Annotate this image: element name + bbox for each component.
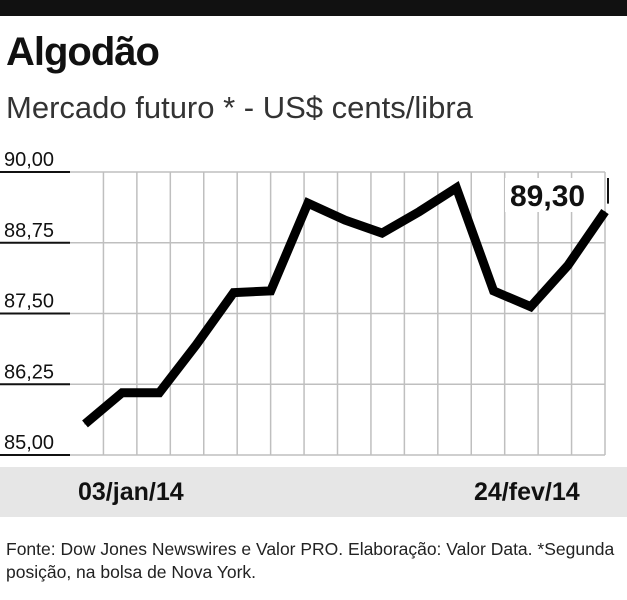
data-point bbox=[84, 423, 86, 425]
chart-subtitle: Mercado futuro * - US$ cents/libra bbox=[6, 90, 473, 125]
y-tick-label: 87,50 bbox=[4, 291, 54, 313]
data-point bbox=[381, 232, 383, 234]
data-point bbox=[344, 219, 346, 221]
chart-title: Algodão bbox=[6, 30, 160, 74]
source-note: Fonte: Dow Jones Newswires e Valor PRO. … bbox=[6, 539, 615, 582]
x-tick-label-start: 03/jan/14 bbox=[78, 478, 184, 506]
data-point bbox=[233, 292, 235, 294]
data-point bbox=[418, 211, 420, 213]
y-tick-label: 85,00 bbox=[4, 432, 54, 454]
data-point bbox=[195, 344, 197, 346]
y-tick-label: 88,75 bbox=[4, 220, 54, 242]
series bbox=[82, 180, 609, 428]
data-point bbox=[307, 202, 309, 204]
annotation-background bbox=[505, 178, 597, 212]
data-point bbox=[567, 264, 569, 266]
top-rule bbox=[0, 0, 627, 16]
data-point bbox=[604, 211, 606, 213]
x-axis-band bbox=[0, 467, 627, 517]
x-tick-label-end: 24/fev/14 bbox=[474, 478, 580, 506]
series-line bbox=[82, 180, 609, 428]
data-point bbox=[455, 187, 457, 189]
y-tick-label: 86,25 bbox=[4, 361, 54, 383]
line-chart: 85,00 86,25 87,50 88,75 90,00 89,30 bbox=[0, 150, 609, 456]
data-point bbox=[493, 290, 495, 292]
annotation-label: 89,30 bbox=[510, 180, 585, 213]
y-tick-label: 90,00 bbox=[4, 150, 54, 171]
data-point bbox=[121, 392, 123, 394]
y-axis-ticks: 85,00 86,25 87,50 88,75 90,00 bbox=[4, 150, 54, 454]
annotation-group: 89,30 bbox=[505, 178, 609, 213]
data-point bbox=[270, 290, 272, 292]
data-point bbox=[158, 392, 160, 394]
data-point bbox=[530, 306, 532, 308]
